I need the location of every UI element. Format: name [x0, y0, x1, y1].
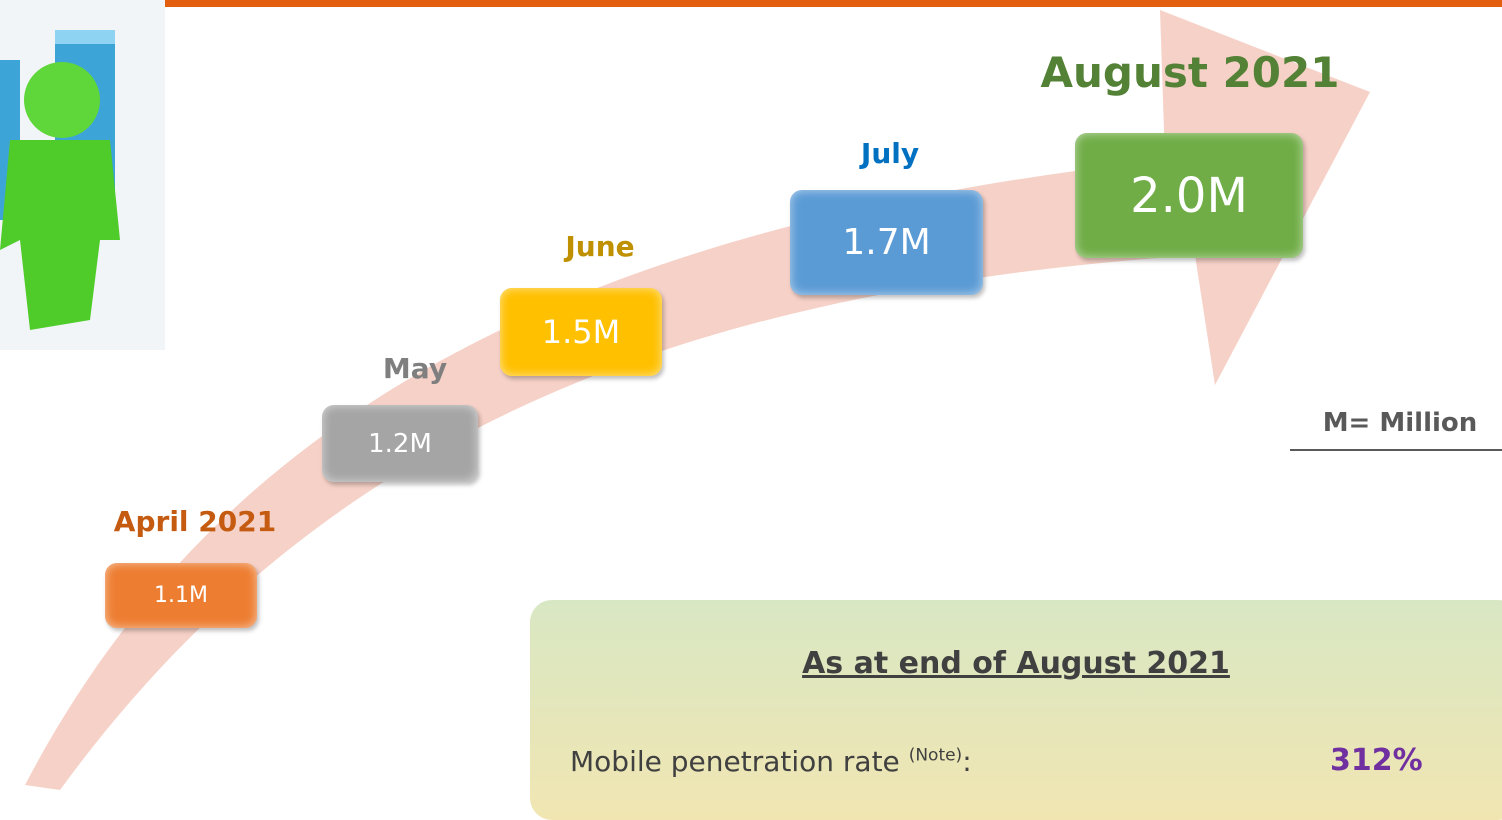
step-label: May [383, 352, 447, 385]
step-value: 1.7M [790, 190, 983, 295]
person-icon [0, 0, 165, 350]
step-value: 1.2M [322, 405, 478, 482]
step-value: 2.0M [1075, 133, 1303, 258]
step-label: June [565, 230, 634, 263]
summary-title: As at end of August 2021 [530, 646, 1502, 681]
row-label: Mobile penetration rate [570, 745, 900, 778]
step-label: August 2021 [1041, 48, 1340, 97]
row-value: 312% [1330, 743, 1423, 778]
unit-note: M= Million [1298, 408, 1502, 438]
step-label: July [861, 137, 919, 170]
row-note: (Note) [909, 746, 963, 766]
step-label: April 2021 [114, 505, 276, 538]
step-value: 1.5M [500, 288, 662, 376]
row-suffix: : [962, 745, 971, 778]
summary-row: Mobile penetration rate (Note): [570, 745, 972, 778]
note-underline [1290, 449, 1502, 451]
page: April 2021 1.1M May 1.2M June 1.5M July 1.7M Aug… [0, 0, 1502, 793]
summary-panel: As at end of August 2021 Mobile penetrat… [530, 600, 1502, 820]
step-value: 1.1M [105, 563, 257, 628]
